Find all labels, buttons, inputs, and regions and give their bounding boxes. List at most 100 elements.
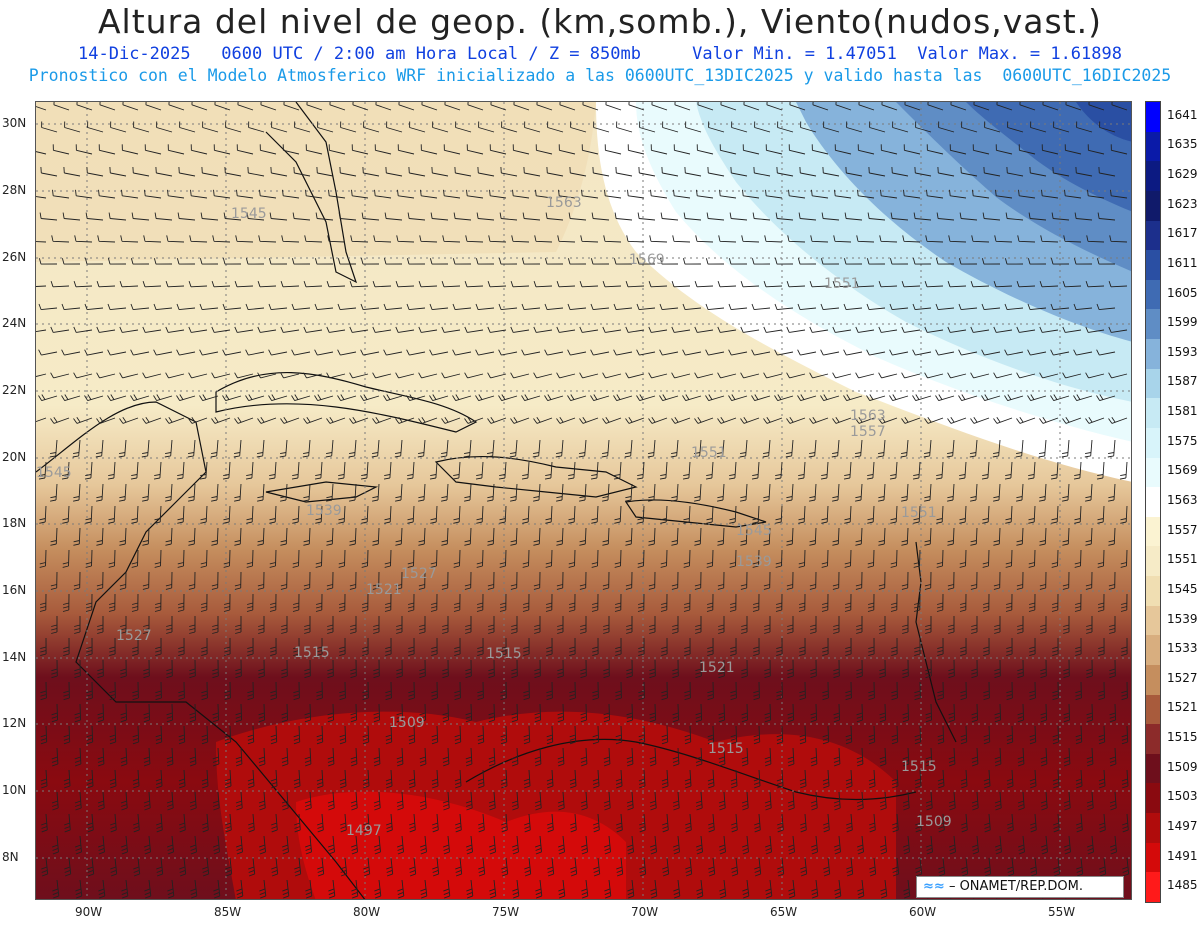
- wind-barb: [326, 417, 346, 424]
- wind-barb: [777, 857, 785, 877]
- wind-barb: [546, 166, 564, 177]
- wind-barb: [75, 835, 82, 855]
- wind-barb: [61, 303, 81, 311]
- wind-barb: [763, 483, 771, 502]
- wind-barb: [51, 791, 59, 811]
- wind-barb: [130, 349, 150, 356]
- contour-label: 1509: [389, 715, 425, 731]
- wind-barb: [556, 417, 576, 424]
- wind-barb: [372, 571, 380, 590]
- wind-barb: [820, 461, 829, 480]
- lat-label: 28N: [2, 183, 27, 197]
- wind-barb: [754, 121, 771, 133]
- wind-barb: [1064, 189, 1082, 199]
- wind-barb: [1063, 791, 1071, 811]
- wind-barb: [650, 879, 658, 899]
- wind-barb: [777, 813, 784, 833]
- wind-barb: [212, 659, 219, 679]
- wind-barb: [799, 681, 806, 701]
- wind-barb: [1053, 857, 1061, 877]
- wind-barb: [234, 372, 254, 379]
- wind-barb: [637, 593, 645, 612]
- wind-barb: [1109, 659, 1116, 679]
- wind-barb: [374, 835, 381, 855]
- wind-barb: [706, 505, 714, 524]
- wind-barb: [442, 791, 450, 811]
- wind-barb: [225, 813, 232, 833]
- wind-barb: [292, 212, 311, 221]
- wind-barb: [165, 280, 185, 288]
- wind-barb: [868, 681, 875, 701]
- wind-barb: [107, 394, 127, 402]
- wind-barb: [983, 637, 990, 657]
- wind-barb: [50, 417, 70, 424]
- wind-barb: [131, 505, 139, 524]
- wind-barb: [271, 857, 279, 877]
- wind-barb: [695, 791, 703, 811]
- wind-barb: [120, 235, 139, 243]
- lon-label: 90W: [75, 905, 103, 919]
- wind-barb: [338, 549, 346, 568]
- wind-barb: [544, 394, 564, 402]
- wind-barb: [673, 835, 680, 855]
- wind-barb: [500, 637, 507, 657]
- wind-barb: [567, 394, 587, 402]
- wind-barb: [627, 189, 645, 199]
- wind-barb: [627, 879, 635, 899]
- wind-barb: [659, 461, 668, 480]
- wind-barb: [593, 813, 600, 833]
- wind-barb: [279, 439, 288, 458]
- wind-barb: [684, 681, 691, 701]
- wind-barb: [86, 637, 93, 657]
- wind-barb: [64, 813, 71, 833]
- wind-barb: [926, 835, 933, 855]
- wind-barb: [638, 769, 646, 789]
- wind-barb: [512, 189, 530, 199]
- wind-barb: [719, 144, 737, 155]
- wind-barb: [63, 166, 81, 177]
- wind-barb: [257, 417, 277, 424]
- wind-barb: [845, 769, 853, 789]
- wind-barb: [371, 439, 380, 458]
- contour-label: 1527: [116, 628, 152, 644]
- wind-barb: [557, 659, 564, 679]
- wind-barb: [787, 659, 794, 679]
- wind-barb: [409, 813, 416, 833]
- wind-barb: [1063, 703, 1071, 723]
- wind-barb: [959, 593, 967, 612]
- wind-barb: [959, 505, 967, 524]
- wind-barb: [432, 813, 439, 833]
- wind-barb: [362, 769, 370, 789]
- lat-lon-grid: [36, 102, 1131, 899]
- wind-barb: [1018, 835, 1025, 855]
- wind-barb: [878, 372, 898, 379]
- wind-barb: [674, 102, 691, 111]
- wind-barb: [385, 769, 393, 789]
- wind-barb: [119, 372, 139, 379]
- wind-barb: [914, 725, 922, 745]
- wind-barb: [981, 394, 1001, 402]
- wind-barb: [511, 616, 518, 634]
- wind-barb: [718, 659, 725, 679]
- wind-barb: [373, 747, 381, 767]
- wind-barb: [639, 857, 647, 877]
- color-scale-segment: [1146, 309, 1160, 340]
- wind-barb: [188, 280, 208, 288]
- wind-barb: [740, 527, 748, 546]
- wind-barb: [820, 303, 840, 311]
- wind-barb: [532, 439, 541, 458]
- wind-barb: [408, 681, 415, 701]
- wind-barb: [660, 549, 668, 568]
- wind-barb: [706, 212, 725, 221]
- wind-barb: [326, 326, 346, 333]
- wind-barb: [868, 637, 875, 657]
- wind-barb: [350, 659, 357, 679]
- wind-barb: [64, 121, 81, 133]
- wind-barb: [659, 394, 679, 402]
- color-scale-label: 1605: [1167, 285, 1198, 300]
- wind-barb: [743, 102, 760, 111]
- wind-barb: [1108, 571, 1116, 590]
- wind-barb: [625, 372, 645, 379]
- wind-barb: [1029, 637, 1036, 657]
- wind-barb: [153, 258, 173, 265]
